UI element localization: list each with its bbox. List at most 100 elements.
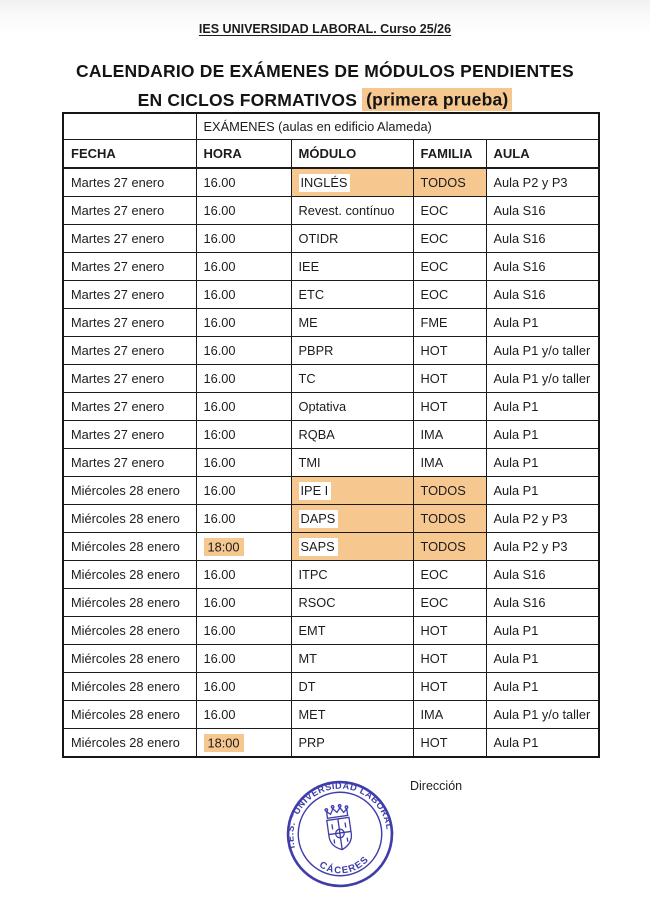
cell-aula: Aula S16 <box>485 588 600 617</box>
cell-modulo: TC <box>290 364 414 393</box>
cell-modulo: EMT <box>290 616 414 645</box>
cell-familia: HOT <box>412 644 487 673</box>
table-row: Martes 27 enero 16.00 ETC EOC Aula S16 <box>62 280 600 309</box>
cell-hora: 16.00 <box>195 308 292 337</box>
cell-modulo: ITPC <box>290 560 414 589</box>
cell-modulo: Optativa <box>290 392 414 421</box>
table-row: Miércoles 28 enero 16.00 DAPS TODOS Aula P2 … <box>62 504 600 533</box>
cell-fecha: Miércoles 28 enero <box>62 616 197 645</box>
merged-header-cell: EXÁMENES (aulas en edificio Alameda) <box>195 112 600 140</box>
cell-familia: EOC <box>412 224 487 253</box>
cell-aula: Aula P1 y/o taller <box>485 700 600 729</box>
cell-modulo: PBPR <box>290 336 414 365</box>
cell-aula: Aula P1 <box>485 728 600 758</box>
table-row: Miércoles 28 enero 18:00 SAPS TODOS Aula P2 … <box>62 532 600 561</box>
doc-header: IES UNIVERSIDAD LABORAL. Curso 25/26 <box>198 22 452 36</box>
title-line-2-prefix: EN CICLOS FORMATIVOS <box>137 89 363 110</box>
cell-familia: IMA <box>412 700 487 729</box>
cell-hora: 16.00 <box>195 448 292 477</box>
cell-aula: Aula S16 <box>485 196 600 225</box>
cell-aula: Aula P1 y/o taller <box>485 364 600 393</box>
cell-familia: EOC <box>412 252 487 281</box>
cell-fecha: Miércoles 28 enero <box>62 588 197 617</box>
table-row: Martes 27 enero 16.00 INGLÉS TODOS Aula P2 y… <box>62 167 600 197</box>
cell-aula: Aula P1 <box>485 672 600 701</box>
cell-fecha: Martes 27 enero <box>62 392 197 421</box>
cell-fecha: Miércoles 28 enero <box>62 476 197 505</box>
exam-table-body: Martes 27 enero 16.00 INGLÉS TODOS Aula P2 y… <box>62 167 600 758</box>
cell-familia: EOC <box>412 280 487 309</box>
cell-aula: Aula P1 <box>485 644 600 673</box>
cell-hora: 16:00 <box>195 420 292 449</box>
cell-modulo: ETC <box>290 280 414 309</box>
cell-familia: TODOS <box>412 504 487 533</box>
cell-hora: 16.00 <box>195 700 292 729</box>
cell-modulo: DAPS <box>290 504 414 533</box>
table-row: Martes 27 enero 16.00 OTIDR EOC Aula S16 <box>62 224 600 253</box>
cell-modulo: PRP <box>290 728 414 758</box>
table-row: Martes 27 enero 16.00 IEE EOC Aula S16 <box>62 252 600 281</box>
table-row: Miércoles 28 enero 16.00 ITPC EOC Aula S16 <box>62 560 600 589</box>
cell-aula: Aula S16 <box>485 224 600 253</box>
column-header-modulo: MÓDULO <box>290 139 414 169</box>
cell-familia: EOC <box>412 560 487 589</box>
cell-hora: 16.00 <box>195 504 292 533</box>
cell-hora: 16.00 <box>195 196 292 225</box>
cell-hora: 16.00 <box>195 252 292 281</box>
table-row: Miércoles 28 enero 16.00 EMT HOT Aula P1 <box>62 616 600 645</box>
cell-fecha: Miércoles 28 enero <box>62 672 197 701</box>
cell-modulo: INGLÉS <box>290 167 414 197</box>
table-row: Miércoles 28 enero 18:00 PRP HOT Aula P1 <box>62 728 600 758</box>
cell-fecha: Miércoles 28 enero <box>62 504 197 533</box>
table-row: Martes 27 enero 16.00 ME FME Aula P1 <box>62 308 600 337</box>
cell-fecha: Martes 27 enero <box>62 420 197 449</box>
cell-aula: Aula P2 y P3 <box>485 167 600 197</box>
table-row: Miércoles 28 enero 16.00 MT HOT Aula P1 <box>62 644 600 673</box>
cell-fecha: Miércoles 28 enero <box>62 644 197 673</box>
cell-familia: HOT <box>412 364 487 393</box>
cell-hora: 16.00 <box>195 167 292 197</box>
cell-modulo: MT <box>290 644 414 673</box>
cell-aula: Aula P1 <box>485 448 600 477</box>
merged-header-row: EXÁMENES (aulas en edificio Alameda) <box>62 112 600 140</box>
table-row: Miércoles 28 enero 16.00 DT HOT Aula P1 <box>62 672 600 701</box>
table-row: Miércoles 28 enero 16.00 MET IMA Aula P1 y/o… <box>62 700 600 729</box>
cell-fecha: Miércoles 28 enero <box>62 728 197 758</box>
cell-modulo: DT <box>290 672 414 701</box>
cell-fecha: Martes 27 enero <box>62 308 197 337</box>
cell-modulo: MET <box>290 700 414 729</box>
column-header-fecha: FECHA <box>62 139 197 169</box>
column-header-hora: HORA <box>195 139 292 169</box>
cell-aula: Aula P1 <box>485 476 600 505</box>
cell-fecha: Martes 27 enero <box>62 336 197 365</box>
table-row: Martes 27 enero 16:00 RQBA IMA Aula P1 <box>62 420 600 449</box>
cell-familia: IMA <box>412 420 487 449</box>
school-stamp-seal: I.E.S. "UNIVERSIDAD LABORAL" CÁCERES <box>277 771 403 897</box>
module-white-highlight: IPE I <box>298 482 332 500</box>
cell-modulo: OTIDR <box>290 224 414 253</box>
cell-aula: Aula P1 <box>485 420 600 449</box>
cell-familia: HOT <box>412 728 487 758</box>
cell-modulo: TMI <box>290 448 414 477</box>
cell-hora: 16.00 <box>195 616 292 645</box>
table-row: Martes 27 enero 16.00 Revest. contínuo EOC A… <box>62 196 600 225</box>
hora-orange-highlight: 18:00 <box>203 537 244 556</box>
module-white-highlight: SAPS <box>298 538 338 556</box>
cell-modulo: RQBA <box>290 420 414 449</box>
cell-aula: Aula P1 y/o taller <box>485 336 600 365</box>
cell-familia: HOT <box>412 392 487 421</box>
table-row: Martes 27 enero 16.00 TMI IMA Aula P1 <box>62 448 600 477</box>
stamp-icon: I.E.S. "UNIVERSIDAD LABORAL" CÁCERES <box>278 774 396 888</box>
cell-familia: HOT <box>412 672 487 701</box>
cell-modulo: RSOC <box>290 588 414 617</box>
cell-hora: 16.00 <box>195 644 292 673</box>
svg-text:CÁCERES: CÁCERES <box>316 853 373 880</box>
cell-familia: HOT <box>412 336 487 365</box>
cell-hora: 16.00 <box>195 280 292 309</box>
cell-hora: 16.00 <box>195 560 292 589</box>
cell-aula: Aula S16 <box>485 280 600 309</box>
empty-corner-cell <box>62 112 197 140</box>
cell-fecha: Martes 27 enero <box>62 224 197 253</box>
table-row: Martes 27 enero 16.00 PBPR HOT Aula P1 y/o t… <box>62 336 600 365</box>
doc-title: CALENDARIO DE EXÁMENES DE MÓDULOS PENDIE… <box>0 57 650 114</box>
